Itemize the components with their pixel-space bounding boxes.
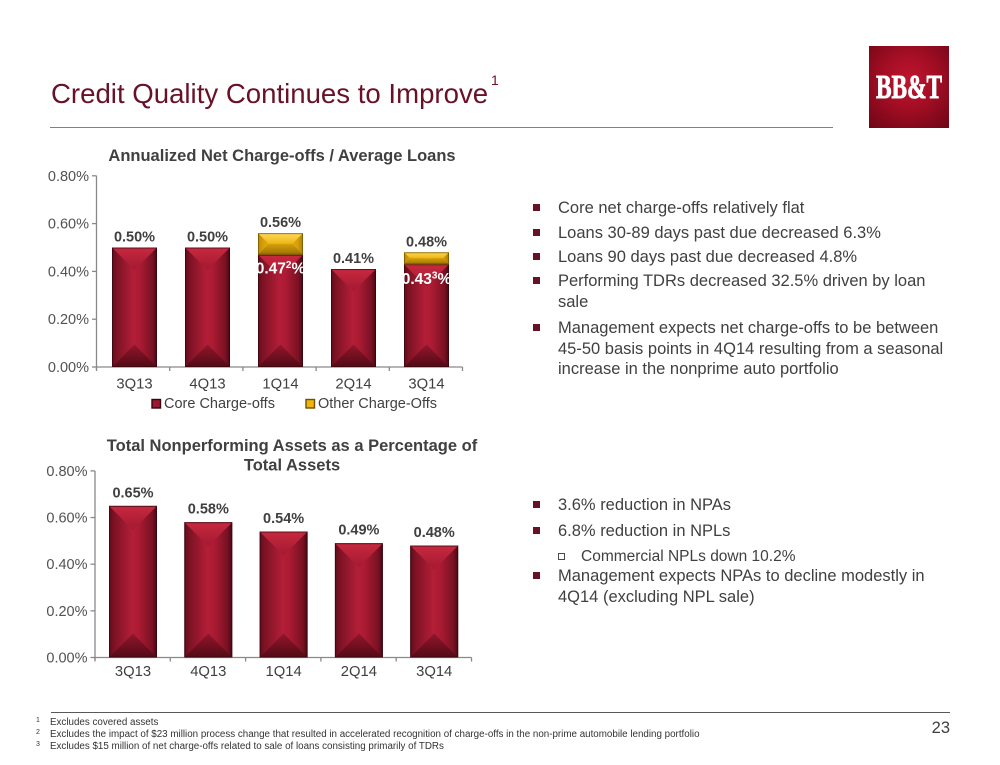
svg-text:0.65%: 0.65% xyxy=(112,485,153,501)
svg-text:Other Charge-Offs: Other Charge-Offs xyxy=(318,396,437,412)
svg-text:0.40%: 0.40% xyxy=(48,264,89,280)
svg-text:0.80%: 0.80% xyxy=(48,169,89,185)
svg-text:0.48%: 0.48% xyxy=(414,525,455,541)
svg-text:0.50%: 0.50% xyxy=(187,230,228,246)
svg-text:0.48%: 0.48% xyxy=(406,234,447,250)
svg-text:Total Nonperforming Assets as: Total Nonperforming Assets as a Percenta… xyxy=(107,437,478,455)
svg-text:3Q13: 3Q13 xyxy=(116,377,152,393)
svg-text:BB&T: BB&T xyxy=(876,69,942,106)
svg-text:Core Charge-offs: Core Charge-offs xyxy=(164,396,275,412)
svg-text:0.20%: 0.20% xyxy=(46,604,87,620)
svg-text:Annualized Net Charge-offs / A: Annualized Net Charge-offs / Average Loa… xyxy=(108,147,455,165)
svg-text:0.20%: 0.20% xyxy=(48,312,89,328)
svg-text:0.56%: 0.56% xyxy=(260,215,301,231)
svg-text:0.50%: 0.50% xyxy=(114,230,155,246)
svg-text:0.60%: 0.60% xyxy=(48,217,89,233)
svg-text:4Q13: 4Q13 xyxy=(190,664,226,680)
svg-text:3Q14: 3Q14 xyxy=(408,377,444,393)
svg-text:1Q14: 1Q14 xyxy=(265,664,301,680)
svg-text:0.00%: 0.00% xyxy=(48,360,89,376)
svg-text:2Q14: 2Q14 xyxy=(341,664,377,680)
svg-text:Total Assets: Total Assets xyxy=(244,457,340,475)
svg-text:4Q13: 4Q13 xyxy=(189,377,225,393)
svg-text:0.80%: 0.80% xyxy=(46,464,87,480)
svg-text:3Q14: 3Q14 xyxy=(416,664,452,680)
svg-text:0.40%: 0.40% xyxy=(46,557,87,573)
svg-text:0.41%: 0.41% xyxy=(333,251,374,267)
svg-text:0.58%: 0.58% xyxy=(188,502,229,518)
svg-text:0.433%: 0.433% xyxy=(402,271,452,289)
svg-text:1Q14: 1Q14 xyxy=(262,377,298,393)
svg-text:3Q13: 3Q13 xyxy=(115,664,151,680)
svg-text:0.49%: 0.49% xyxy=(338,523,379,539)
svg-text:2Q14: 2Q14 xyxy=(335,377,371,393)
svg-text:0.00%: 0.00% xyxy=(46,651,87,667)
svg-text:0.54%: 0.54% xyxy=(263,511,304,527)
svg-text:0.60%: 0.60% xyxy=(46,511,87,527)
svg-text:0.472%: 0.472% xyxy=(256,260,306,278)
